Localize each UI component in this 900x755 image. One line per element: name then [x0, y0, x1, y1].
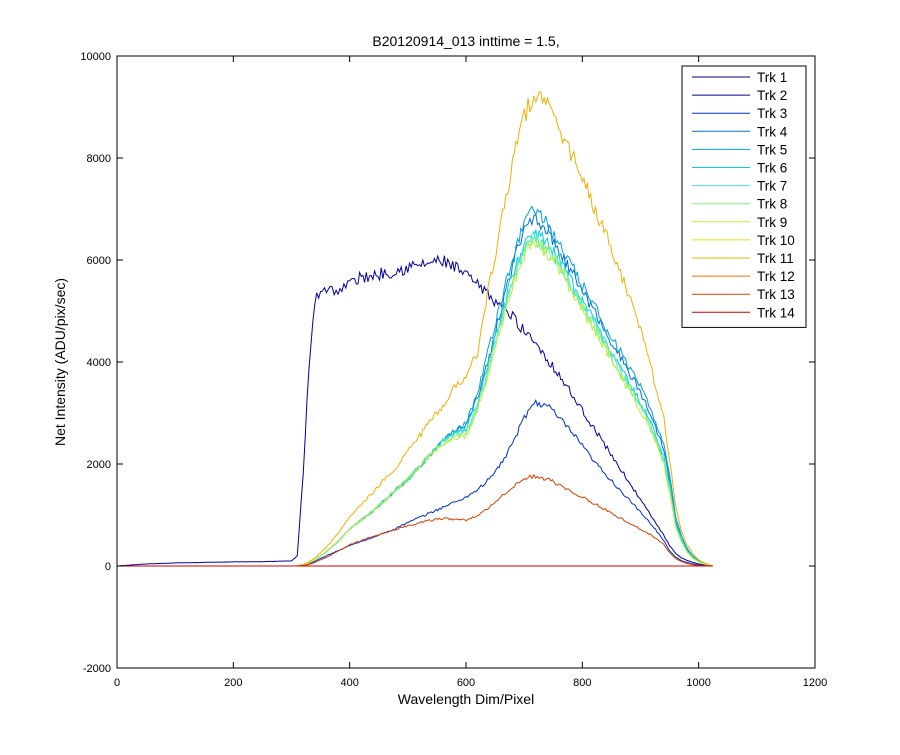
legend-entry: Trk 10: [757, 233, 795, 248]
y-tick-label: 0: [105, 561, 111, 573]
x-tick-label: 800: [573, 677, 591, 689]
legend-box: [681, 65, 807, 328]
y-tick-label: 2000: [87, 459, 111, 471]
legend-entry: Trk 13: [757, 287, 795, 302]
x-tick-label: 1200: [803, 677, 827, 689]
y-tick-label: 10000: [80, 51, 111, 63]
series-line-2: [117, 254, 713, 567]
legend-entry: Trk 2: [757, 88, 787, 103]
y-tick-label: 8000: [87, 153, 111, 165]
x-axis-label: Wavelength Dim/Pixel: [398, 691, 534, 707]
y-tick-label: 6000: [87, 255, 111, 267]
legend-entry: Trk 3: [757, 106, 787, 121]
series-layer: [117, 91, 713, 567]
legend-entry: Trk 14: [757, 305, 795, 320]
legend-entry: Trk 1: [757, 70, 787, 85]
y-axis-label: Net Intensity (ADU/pix/sec): [52, 278, 68, 446]
legend-entry: Trk 5: [757, 142, 787, 157]
chart-title: B20120914_013 inttime = 1.5,: [372, 33, 559, 49]
x-tick-label: 1000: [686, 677, 710, 689]
legend-entry: Trk 9: [757, 215, 787, 230]
legend-entry: Trk 11: [757, 251, 794, 266]
x-tick-label: 400: [340, 677, 358, 689]
y-tick-label: 4000: [87, 357, 111, 369]
x-tick-label: 200: [224, 677, 242, 689]
legend-entry: Trk 7: [757, 179, 787, 194]
legend-entry: Trk 4: [757, 124, 788, 139]
y-tick-label: -2000: [83, 663, 111, 675]
x-tick-label: 0: [114, 677, 120, 689]
x-tick-label: 600: [457, 677, 475, 689]
legend-entry: Trk 8: [757, 197, 787, 212]
legend: Trk 1 Trk 2 Trk 3 Trk 4 Trk 5 Trk 6 Trk 7 Trk 8…: [681, 65, 807, 328]
legend-entry: Trk 12: [757, 269, 795, 284]
legend-entry: Trk 6: [757, 161, 787, 176]
ticks-layer: 0 200 400 600 800 1000 1200-200002000400060008…: [80, 51, 827, 689]
